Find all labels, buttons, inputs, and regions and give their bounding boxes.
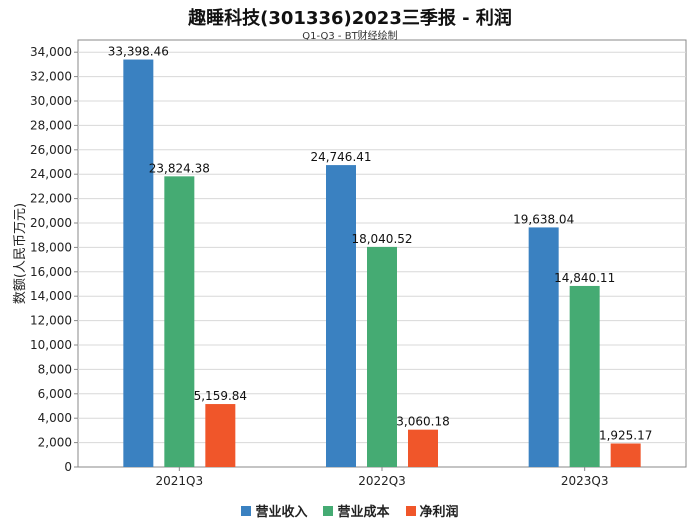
y-tick-label: 24,000 — [30, 167, 72, 181]
bar-value-label: 19,638.04 — [513, 212, 574, 226]
bar — [326, 165, 356, 467]
y-tick-label: 0 — [64, 460, 72, 474]
bar-value-label: 14,840.11 — [554, 271, 615, 285]
x-tick-label: 2021Q3 — [156, 474, 204, 488]
legend-swatch-net-profit — [405, 505, 416, 516]
y-tick-label: 20,000 — [30, 216, 72, 230]
y-axis-label: 数额(人民币万元) — [13, 203, 28, 304]
y-tick-label: 18,000 — [30, 240, 72, 254]
bar — [164, 176, 195, 467]
y-tick-label: 2,000 — [38, 436, 72, 450]
bar — [610, 443, 641, 467]
y-tick-label: 30,000 — [30, 94, 72, 108]
y-tick-label: 8,000 — [38, 362, 72, 376]
legend: 营业收入 营业成本 净利润 — [0, 501, 700, 520]
y-tick-label: 10,000 — [30, 338, 72, 352]
bar-value-label: 18,040.52 — [351, 232, 412, 246]
chart-title: 趣睡科技(301336)2023三季报 - 利润 — [188, 8, 512, 29]
legend-label-cost: 营业成本 — [337, 505, 390, 520]
bar-value-label: 23,824.38 — [149, 161, 210, 175]
bar — [123, 59, 154, 467]
legend-swatch-revenue — [241, 505, 252, 516]
bar — [205, 404, 236, 467]
legend-label-revenue: 营业收入 — [255, 505, 308, 520]
y-tick-label: 22,000 — [30, 192, 72, 206]
y-tick-label: 12,000 — [30, 314, 72, 328]
bar-value-label: 1,925.17 — [599, 429, 652, 443]
bar — [367, 246, 397, 467]
bar-value-label: 5,159.84 — [194, 389, 247, 403]
bar-value-label: 24,746.41 — [310, 150, 371, 164]
bar — [569, 285, 600, 467]
y-tick-label: 32,000 — [30, 70, 72, 84]
legend-item-revenue[interactable]: 营业收入 — [241, 501, 307, 520]
y-tick-label: 4,000 — [38, 411, 72, 425]
x-tick-label: 2023Q3 — [561, 474, 609, 488]
legend-item-cost[interactable]: 营业成本 — [323, 501, 390, 520]
y-tick-label: 28,000 — [30, 118, 72, 132]
y-tick-label: 34,000 — [30, 45, 72, 59]
legend-label-net-profit: 净利润 — [419, 505, 459, 520]
bar-value-label: 3,060.18 — [396, 415, 449, 429]
bar — [408, 429, 438, 467]
y-tick-label: 16,000 — [30, 265, 72, 279]
legend-item-net-profit[interactable]: 净利润 — [405, 501, 459, 520]
y-tick-label: 6,000 — [38, 387, 72, 401]
bar-value-label: 33,398.46 — [108, 45, 169, 59]
bar — [528, 227, 559, 467]
chart-subtitle: Q1-Q3 - BT财经绘制 — [302, 31, 398, 42]
x-tick-label: 2022Q3 — [358, 474, 406, 488]
y-tick-label: 14,000 — [30, 289, 72, 303]
y-tick-label: 26,000 — [30, 143, 72, 157]
legend-swatch-cost — [323, 505, 334, 516]
